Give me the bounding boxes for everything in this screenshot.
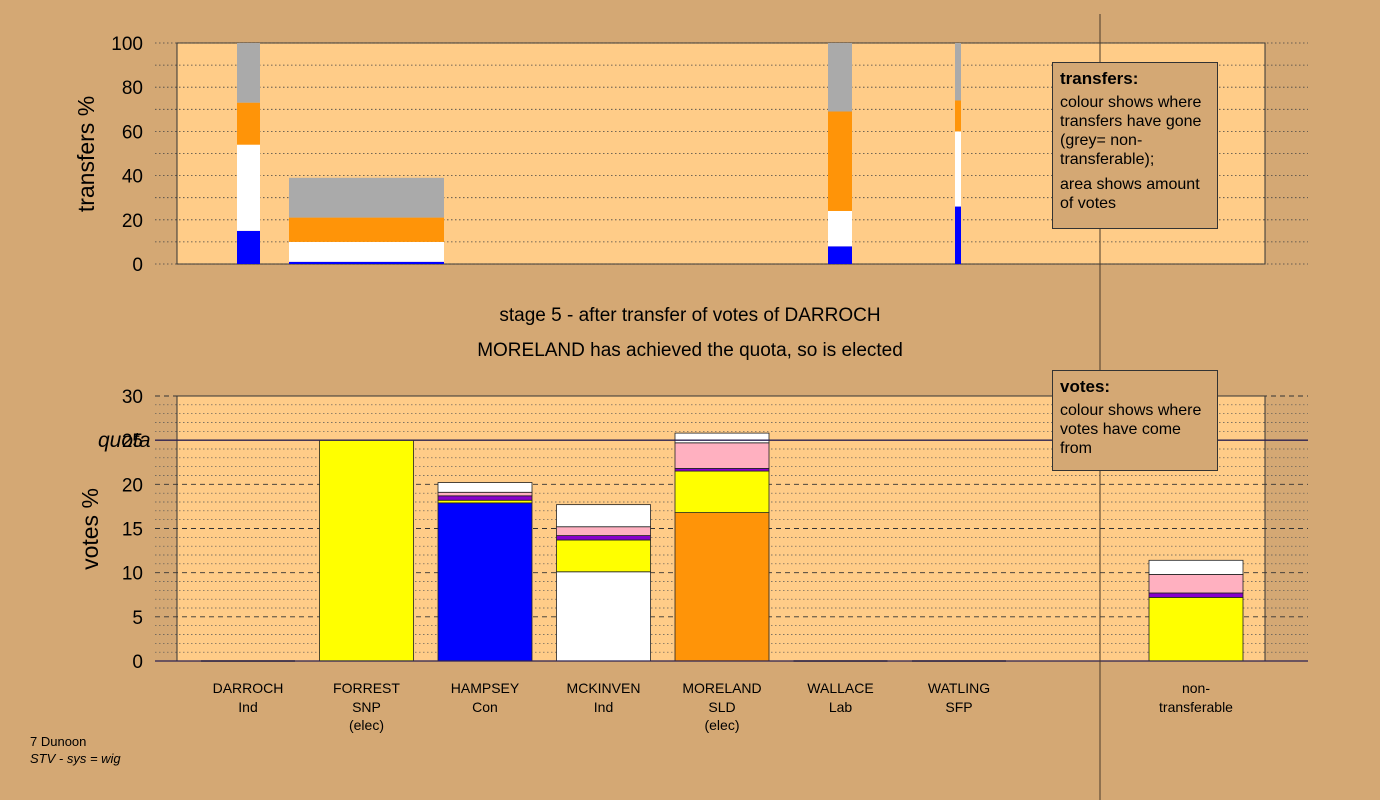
- votes-tick-label: 5: [132, 608, 143, 629]
- transfer-segment: [289, 261, 444, 264]
- votes-tick-label: 0: [132, 652, 143, 673]
- transfer-segment: [828, 111, 852, 211]
- candidate-party-label: Ind: [594, 699, 613, 715]
- candidate-status-label: (elec): [704, 717, 739, 733]
- transfer-segment: [237, 102, 260, 145]
- vote-segment: [674, 432, 770, 444]
- candidate-status-label: (elec): [349, 717, 384, 733]
- vote-segment: [674, 470, 770, 514]
- vote-segment: [437, 502, 533, 662]
- transfers-legend-line2: area shows amount of votes: [1060, 176, 1200, 212]
- candidate-party-label: SLD: [708, 699, 735, 715]
- transfer-segment: [955, 100, 961, 132]
- votes-legend: votes: colour shows where votes have com…: [1052, 370, 1218, 471]
- footer: 7 Dunoon STV - sys = wig: [30, 733, 121, 767]
- transfer-segment: [955, 131, 961, 207]
- votes-tick-label: 25: [122, 431, 143, 452]
- candidate-name-label: WATLING: [928, 680, 990, 696]
- footer-system-text: STV - sys = wig: [30, 751, 121, 766]
- transfer-segment: [955, 206, 961, 264]
- vote-segment: [556, 504, 651, 528]
- vote-segment: [556, 526, 651, 536]
- candidate-name-label: MORELAND: [682, 680, 761, 696]
- candidate-party-label: Ind: [238, 699, 257, 715]
- vote-segment: [556, 539, 651, 573]
- vote-segment: [1148, 597, 1244, 662]
- transfers-tick-label: 80: [122, 78, 143, 99]
- vote-segment: [556, 535, 651, 541]
- votes-axis-label: votes %: [77, 488, 103, 570]
- transfers-tick-label: 60: [122, 122, 143, 143]
- transfers-tick-label: 40: [122, 167, 143, 188]
- transfer-segment: [289, 217, 444, 242]
- vote-segment: [437, 482, 533, 493]
- candidate-name-label: FORREST: [333, 680, 400, 696]
- transfer-segment: [828, 246, 852, 264]
- vote-segment: [437, 491, 533, 497]
- votes-tick-label: 20: [122, 475, 143, 496]
- candidate-party-label: Lab: [829, 699, 853, 715]
- candidate-party-label: SNP: [352, 699, 381, 715]
- footer-system: STV - sys = wig: [30, 750, 121, 767]
- transfer-segment: [289, 177, 444, 218]
- quota-label: quota: [98, 429, 151, 452]
- stage-title: stage 5 - after transfer of votes of DAR…: [499, 305, 881, 326]
- votes-tick-label: 30: [122, 387, 143, 408]
- candidate-name-label: MCKINVEN: [567, 680, 641, 696]
- candidate-name-label: non-: [1182, 680, 1210, 696]
- votes-tick-label: 10: [122, 564, 143, 585]
- vote-segment: [1148, 559, 1244, 575]
- vote-segment: [437, 495, 533, 501]
- transfer-segment: [828, 210, 852, 247]
- transfer-segment: [828, 43, 852, 112]
- transfer-segment: [237, 144, 260, 231]
- transfers-legend-line1: colour shows where transfers have gone (…: [1060, 94, 1202, 168]
- transfer-segment: [237, 230, 260, 264]
- transfers-legend: transfers: colour shows where transfers …: [1052, 62, 1218, 229]
- vote-segment: [674, 442, 770, 469]
- vote-segment: [674, 512, 770, 662]
- footer-ward: 7 Dunoon: [30, 734, 87, 749]
- transfer-segment: [955, 43, 961, 101]
- transfer-segment: [237, 43, 260, 103]
- candidate-party-label: transferable: [1159, 699, 1233, 715]
- candidate-party-label: SFP: [945, 699, 972, 715]
- transfers-tick-label: 100: [111, 34, 143, 55]
- transfers-tick-label: 0: [132, 255, 143, 276]
- stage-subtitle: MORELAND has achieved the quota, so is e…: [477, 340, 903, 361]
- vote-segment: [319, 439, 414, 662]
- transfers-legend-heading: transfers:: [1060, 69, 1139, 88]
- votes-tick-label: 15: [122, 520, 143, 541]
- transfer-segment: [289, 241, 444, 262]
- transfers-tick-label: 20: [122, 211, 143, 232]
- transfers-axis-label: transfers %: [73, 96, 99, 212]
- votes-legend-line1: colour shows where votes have come from: [1060, 402, 1202, 457]
- candidate-name-label: DARROCH: [213, 680, 284, 696]
- vote-segment: [1148, 592, 1244, 598]
- candidate-name-label: WALLACE: [807, 680, 873, 696]
- vote-segment: [1148, 574, 1244, 594]
- vote-segment: [556, 571, 651, 662]
- candidate-name-label: HAMPSEY: [451, 680, 520, 696]
- votes-legend-heading: votes:: [1060, 377, 1111, 396]
- candidate-party-label: Con: [472, 699, 498, 715]
